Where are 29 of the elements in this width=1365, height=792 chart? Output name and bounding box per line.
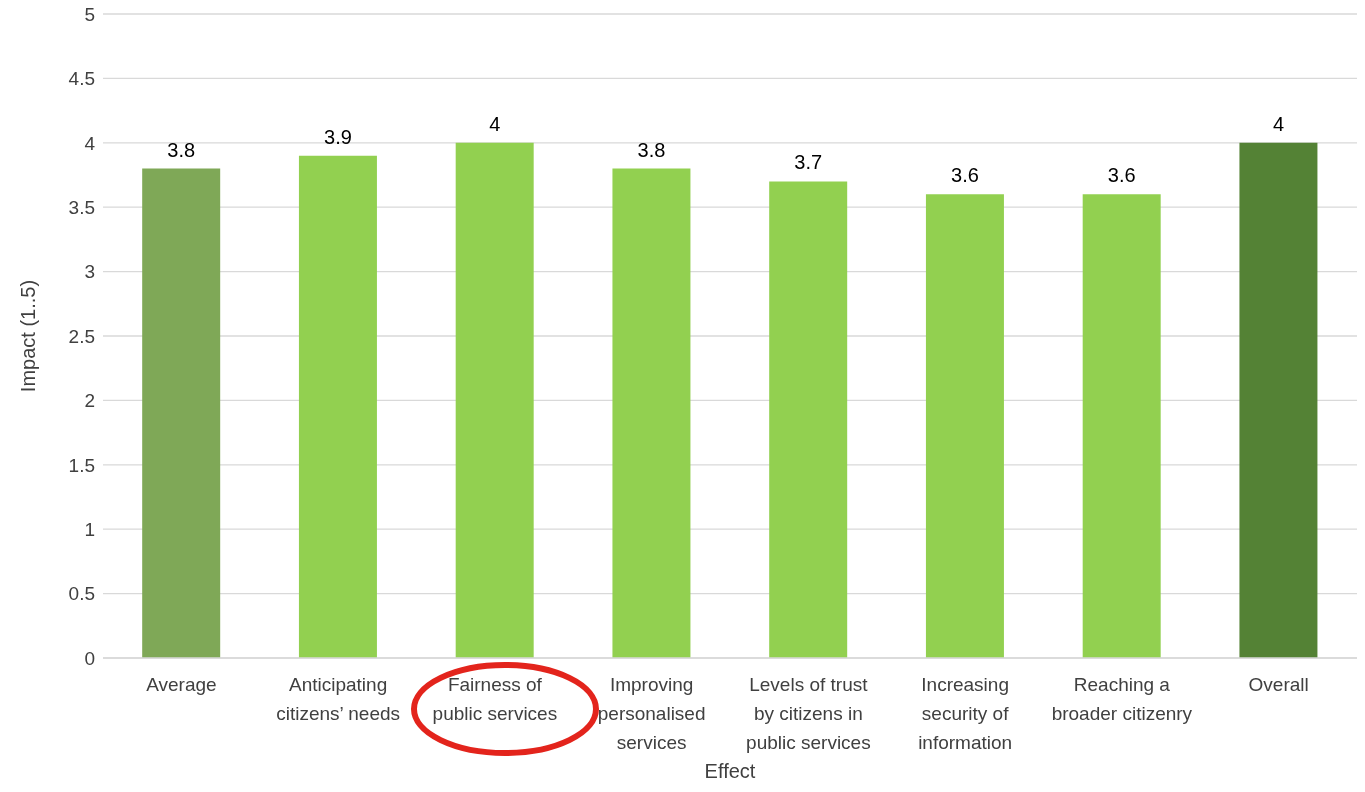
data-label: 3.8	[637, 138, 666, 161]
y-tick-label: 4	[84, 132, 96, 154]
y-tick-label: 3.5	[68, 196, 95, 218]
y-tick-label: 2.5	[68, 325, 95, 347]
x-tick-label: Anticipating citizens’ needs	[276, 674, 401, 724]
data-label: 3.8	[167, 138, 196, 161]
x-tick-label: Improving personalised services	[597, 674, 706, 753]
y-tick-label: 2	[84, 390, 95, 412]
y-tick-label: 3	[84, 261, 95, 283]
y-tick-label: 0.5	[68, 583, 95, 605]
y-tick-label: 1	[84, 518, 95, 540]
data-label: 3.7	[794, 151, 823, 174]
y-tick-label: 0	[84, 647, 95, 669]
data-label: 3.9	[324, 125, 352, 148]
data-label: 3.6	[951, 164, 979, 187]
x-tick-label: Average	[146, 674, 217, 695]
x-tick-label: Levels of trust by citizens in public services	[746, 674, 871, 753]
y-tick-label: 1.5	[68, 454, 95, 476]
data-label: 3.6	[1107, 164, 1136, 187]
x-tick-label: Overall	[1248, 674, 1309, 695]
y-tick-label: 4.5	[68, 68, 95, 90]
x-tick-label: Fairness of public services	[432, 674, 558, 724]
y-tick-label: 5	[84, 3, 95, 25]
y-axis-title: Impact (1..5)	[17, 279, 40, 393]
x-axis-title: Effect	[704, 760, 756, 782]
data-label: 4	[489, 112, 501, 135]
x-tick-label: Reaching a broader citizenry	[1051, 674, 1193, 724]
data-label: 4	[1272, 112, 1284, 135]
x-tick-label: Increasing security of information	[918, 674, 1013, 753]
